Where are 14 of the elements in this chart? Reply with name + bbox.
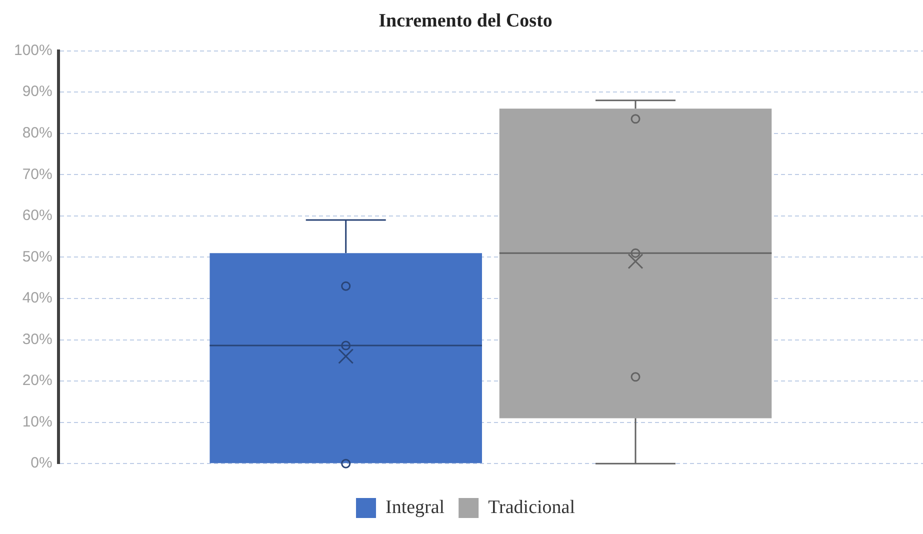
- y-tick-label: 60%: [22, 207, 52, 224]
- y-tick-label: 20%: [22, 372, 52, 390]
- legend-label: Tradicional: [488, 496, 575, 518]
- y-tick-label: 10%: [22, 413, 52, 430]
- y-tick-label: 30%: [22, 330, 52, 348]
- y-tick-label: 80%: [22, 124, 52, 142]
- y-tick-label: 0%: [30, 454, 52, 472]
- y-tick-label: 100%: [14, 42, 52, 59]
- y-tick-label: 50%: [22, 248, 52, 266]
- chart-title: Incremento del Costo: [378, 10, 552, 32]
- y-tick-label: 70%: [22, 166, 52, 183]
- y-tick-label: 40%: [22, 290, 52, 307]
- y-tick-label: 90%: [22, 83, 52, 100]
- legend-label: Integral: [386, 496, 445, 518]
